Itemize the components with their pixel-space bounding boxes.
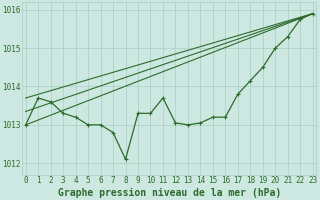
X-axis label: Graphe pression niveau de la mer (hPa): Graphe pression niveau de la mer (hPa) (58, 188, 281, 198)
